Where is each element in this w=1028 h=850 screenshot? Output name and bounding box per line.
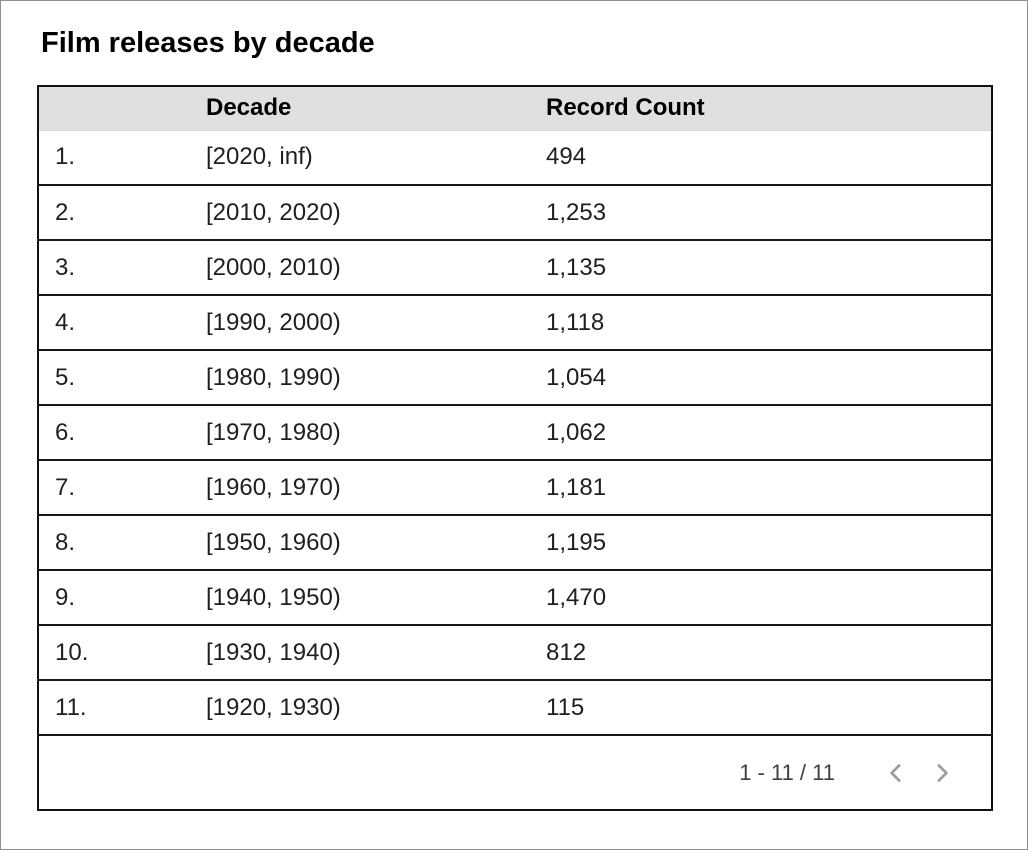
row-index: 10. (38, 625, 206, 681)
decade-cell: [2000, 2010) (206, 240, 546, 296)
table-footer-row: 1 - 11 / 11 (38, 735, 992, 810)
record-count-cell: 1,062 (546, 405, 992, 461)
chevron-right-icon (927, 758, 957, 788)
record-count-cell: 494 (546, 130, 992, 186)
header-index (38, 86, 206, 131)
record-count-cell: 1,181 (546, 460, 992, 516)
table-row: 11. [1920, 1930) 115 (38, 680, 992, 736)
record-count-cell: 1,118 (546, 295, 992, 351)
pagination-next-button[interactable] (919, 753, 965, 793)
film-releases-table: Decade Record Count 1. [2020, inf) 494 2… (37, 85, 993, 811)
record-count-cell: 812 (546, 625, 992, 681)
decade-cell: [2020, inf) (206, 130, 546, 186)
table-row: 10. [1930, 1940) 812 (38, 625, 992, 681)
decade-cell: [1960, 1970) (206, 460, 546, 516)
row-index: 8. (38, 515, 206, 571)
row-index: 6. (38, 405, 206, 461)
decade-cell: [1920, 1930) (206, 680, 546, 736)
table-row: 7. [1960, 1970) 1,181 (38, 460, 992, 516)
record-count-cell: 115 (546, 680, 992, 736)
row-index: 4. (38, 295, 206, 351)
record-count-cell: 1,135 (546, 240, 992, 296)
table-row: 6. [1970, 1980) 1,062 (38, 405, 992, 461)
record-count-cell: 1,470 (546, 570, 992, 626)
row-index: 9. (38, 570, 206, 626)
decade-cell: [1930, 1940) (206, 625, 546, 681)
pagination-bar: 1 - 11 / 11 (39, 753, 991, 793)
header-record-count[interactable]: Record Count (546, 86, 992, 131)
decade-cell: [1980, 1990) (206, 350, 546, 406)
table-row: 9. [1940, 1950) 1,470 (38, 570, 992, 626)
row-index: 5. (38, 350, 206, 406)
pagination-range-label: 1 - 11 / 11 (739, 759, 835, 785)
row-index: 2. (38, 185, 206, 241)
table-row: 8. [1950, 1960) 1,195 (38, 515, 992, 571)
row-index: 11. (38, 680, 206, 736)
row-index: 7. (38, 460, 206, 516)
table-row: 2. [2010, 2020) 1,253 (38, 185, 992, 241)
decade-cell: [1940, 1950) (206, 570, 546, 626)
pagination-prev-button[interactable] (873, 753, 919, 793)
table-row: 1. [2020, inf) 494 (38, 130, 992, 186)
table-row: 3. [2000, 2010) 1,135 (38, 240, 992, 296)
decade-cell: [1950, 1960) (206, 515, 546, 571)
record-count-cell: 1,195 (546, 515, 992, 571)
chevron-left-icon (881, 758, 911, 788)
record-count-cell: 1,253 (546, 185, 992, 241)
decade-cell: [2010, 2020) (206, 185, 546, 241)
row-index: 1. (38, 130, 206, 186)
row-index: 3. (38, 240, 206, 296)
record-count-cell: 1,054 (546, 350, 992, 406)
header-decade[interactable]: Decade (206, 86, 546, 131)
table-row: 4. [1990, 2000) 1,118 (38, 295, 992, 351)
decade-cell: [1990, 2000) (206, 295, 546, 351)
decade-cell: [1970, 1980) (206, 405, 546, 461)
table-header-row: Decade Record Count (38, 86, 992, 131)
page-title: Film releases by decade (41, 27, 375, 59)
table-row: 5. [1980, 1990) 1,054 (38, 350, 992, 406)
